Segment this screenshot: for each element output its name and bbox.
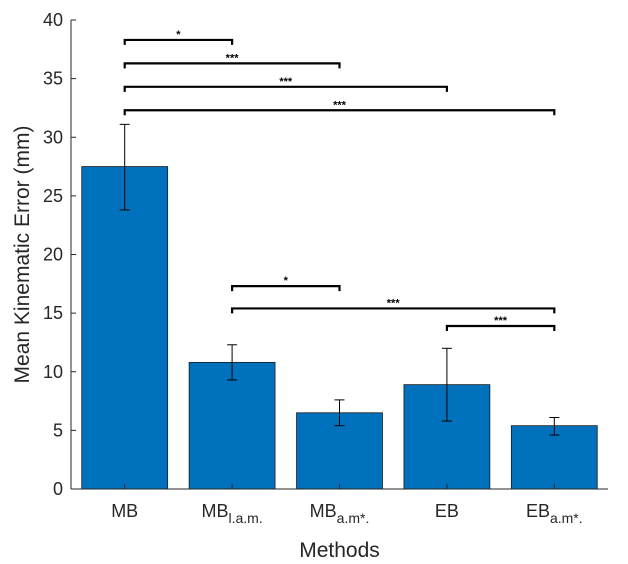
significance-label-4: * <box>284 275 289 287</box>
x-axis-title: Methods <box>299 539 380 562</box>
significance-label-0: * <box>176 29 181 41</box>
significance-label-1: *** <box>226 52 240 64</box>
significance-bracket-0: * <box>123 29 234 45</box>
bar-0 <box>81 166 169 490</box>
significance-bracket-1: *** <box>123 52 341 69</box>
significance-bracket-4: * <box>231 275 341 292</box>
significance-label-3: *** <box>333 99 347 111</box>
x-tick-label-0: MB <box>111 501 138 521</box>
y-tick-label-4: 20 <box>43 245 63 265</box>
y-tick-label-6: 30 <box>43 127 63 147</box>
significance-bracket-6: *** <box>445 315 556 332</box>
y-axis-title: Mean Kinematic Error (mm) <box>11 126 34 384</box>
error-bar-1 <box>227 344 238 381</box>
x-tick-label-4: EBa.m*. <box>526 501 583 526</box>
error-bar-4 <box>549 416 560 436</box>
error-bars-layer <box>119 123 560 436</box>
significance-bracket-3: *** <box>123 99 556 116</box>
x-ticks-layer: MB MBl.a.m. MBa.m*. EB EBa.m*. <box>111 484 583 526</box>
x-tick-label-2: MBa.m*. <box>310 501 370 526</box>
significance-label-2: *** <box>279 76 293 88</box>
significance-bracket-2: *** <box>123 76 448 92</box>
significance-label-5: *** <box>387 297 401 309</box>
significance-bracket-5: *** <box>231 297 556 314</box>
y-ticks-layer: 0 5 10 15 20 25 30 35 40 <box>43 10 76 499</box>
y-tick-label-3: 15 <box>43 303 63 323</box>
y-tick-label-0: 0 <box>53 479 63 499</box>
y-tick-label-8: 40 <box>43 10 63 30</box>
y-tick-label-1: 5 <box>53 420 63 440</box>
error-bar-0 <box>119 123 130 211</box>
error-bar-3 <box>441 347 452 422</box>
bars-layer <box>81 166 598 490</box>
x-tick-label-3: EB <box>435 501 459 521</box>
y-tick-label-5: 25 <box>43 186 63 206</box>
y-tick-label-2: 10 <box>43 362 63 382</box>
significance-layer: ***************** <box>123 29 556 332</box>
significance-label-6: *** <box>494 315 508 327</box>
bar-1 <box>188 361 276 490</box>
x-tick-label-1: MBl.a.m. <box>201 501 262 526</box>
y-tick-label-7: 35 <box>43 69 63 89</box>
error-bar-2 <box>334 399 345 427</box>
